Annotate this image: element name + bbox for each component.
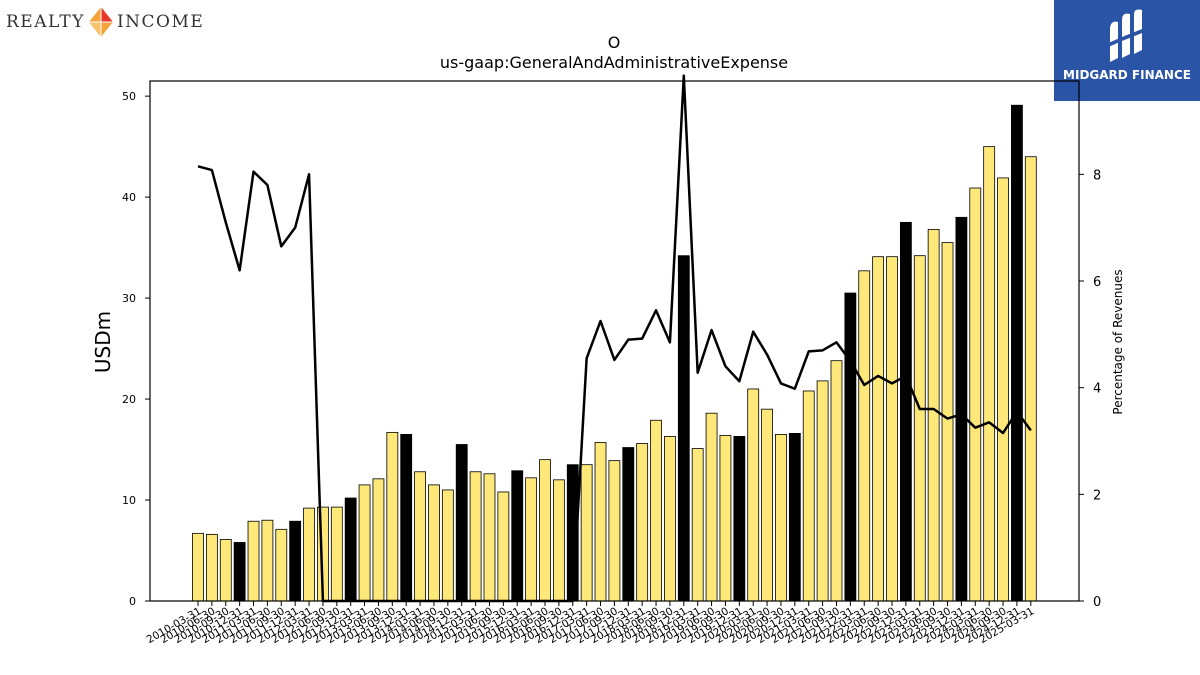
bar-2011-09-30 (275, 528, 288, 602)
left-y-axis-label: USDm (91, 311, 115, 373)
bar-2010-12-31 (233, 542, 246, 602)
midgard-finance-wordmark: MIDGARD FINANCE (1063, 68, 1191, 82)
bar-2011-12-31 (289, 520, 302, 602)
logo-word-realty: REALTY (6, 12, 85, 32)
bar-2018-06-30 (650, 419, 662, 602)
bar-2015-03-31 (469, 471, 482, 602)
right-y-tick-label: 4 (1093, 382, 1101, 397)
bar-2020-12-31 (788, 432, 801, 602)
left-y-tick-label: 30 (122, 292, 136, 305)
right-y-tick-label: 2 (1093, 488, 1101, 503)
left-y-tick-label: 50 (122, 90, 136, 103)
bar-2016-03-31 (525, 477, 538, 602)
bar-2012-12-31 (344, 497, 357, 602)
left-y-tick-label: 0 (129, 595, 136, 608)
bar-2015-09-30 (497, 491, 510, 602)
right-y-tick-label: 8 (1093, 168, 1101, 183)
bar-2013-03-31 (358, 484, 371, 602)
bar-2022-03-31 (858, 270, 871, 602)
logo-word-income: INCOME (116, 12, 205, 32)
right-y-tick-label: 0 (1093, 595, 1101, 610)
bar-2010-06-30 (205, 533, 218, 602)
bar-2019-03-31 (691, 448, 704, 602)
bar-2017-09-30 (608, 460, 621, 602)
bar-2025-03-31 (1024, 156, 1037, 602)
bar-2014-09-30 (441, 489, 454, 602)
bar-2021-06-30 (816, 380, 829, 602)
bar-2023-09-30 (941, 242, 954, 602)
bar-2019-06-30 (705, 412, 718, 602)
bar-2017-12-31 (622, 447, 635, 602)
bar-2021-12-31 (844, 292, 857, 602)
bar-2010-09-30 (219, 539, 232, 602)
bar-2017-06-30 (594, 442, 607, 602)
bar-2021-03-31 (802, 390, 815, 602)
bar-2023-06-30 (927, 229, 940, 602)
bar-2013-12-31 (400, 433, 413, 602)
bar-2022-12-31 (899, 221, 912, 602)
bar-2024-06-30 (983, 146, 996, 602)
left-y-tick-label: 40 (122, 191, 136, 204)
midgard-emblem-icon (1106, 9, 1150, 62)
bar-2018-12-31 (677, 255, 690, 602)
bar-2013-09-30 (386, 431, 399, 602)
bar-2012-03-31 (303, 507, 315, 602)
bar-2020-09-30 (775, 433, 787, 602)
bar-2012-09-30 (330, 506, 343, 602)
bar-2018-09-30 (664, 436, 676, 602)
bar-2017-03-31 (580, 464, 593, 602)
bar-2019-09-30 (719, 435, 732, 602)
bar-2015-06-30 (483, 473, 496, 602)
right-y-axis: 0 2 4 6 8 (1079, 168, 1101, 610)
bar-2024-09-30 (997, 177, 1009, 602)
bar-2014-06-30 (428, 484, 440, 602)
bar-2021-09-30 (830, 360, 843, 602)
bar-2013-06-30 (372, 478, 385, 602)
bar-2022-06-30 (872, 256, 885, 602)
bar-2022-09-30 (886, 256, 898, 602)
left-y-axis: 0 10 20 30 40 50 (122, 90, 150, 608)
bar-2023-12-31 (955, 216, 968, 602)
left-y-tick-label: 10 (122, 494, 136, 507)
bar-2016-09-30 (552, 479, 565, 602)
bar-2024-12-31 (1011, 104, 1023, 602)
chart-subtitle: us-gaap:GeneralAndAdministrativeExpense (440, 53, 788, 72)
realty-income-logo: REALTY INCOME (6, 6, 204, 38)
bar-2024-03-31 (969, 187, 982, 602)
bar-2011-06-30 (261, 519, 274, 602)
midgard-finance-logo: MIDGARD FINANCE (1054, 0, 1200, 101)
bar-2019-12-31 (733, 436, 746, 602)
bar-2020-03-31 (747, 388, 760, 602)
left-y-tick-label: 20 (122, 393, 136, 406)
bar-2018-03-31 (636, 443, 649, 602)
diamond-logo-icon (88, 7, 113, 37)
bar-2014-03-31 (414, 471, 426, 602)
bar-2023-03-31 (913, 255, 926, 602)
bar-2014-12-31 (455, 444, 468, 602)
bar-2015-12-31 (511, 470, 524, 602)
x-axis: 2010-03-312010-06-302010-09-302010-12-31… (145, 601, 1036, 646)
right-y-axis-label: Percentage of Revenues (1111, 269, 1125, 414)
bar-2020-06-30 (761, 408, 773, 602)
bar-2010-03-31 (192, 532, 204, 602)
chart-title: O (608, 33, 621, 52)
bar-2016-06-30 (539, 459, 551, 602)
right-y-tick-label: 6 (1093, 275, 1101, 290)
bar-2011-03-31 (247, 520, 260, 602)
bar-series (192, 104, 1037, 602)
